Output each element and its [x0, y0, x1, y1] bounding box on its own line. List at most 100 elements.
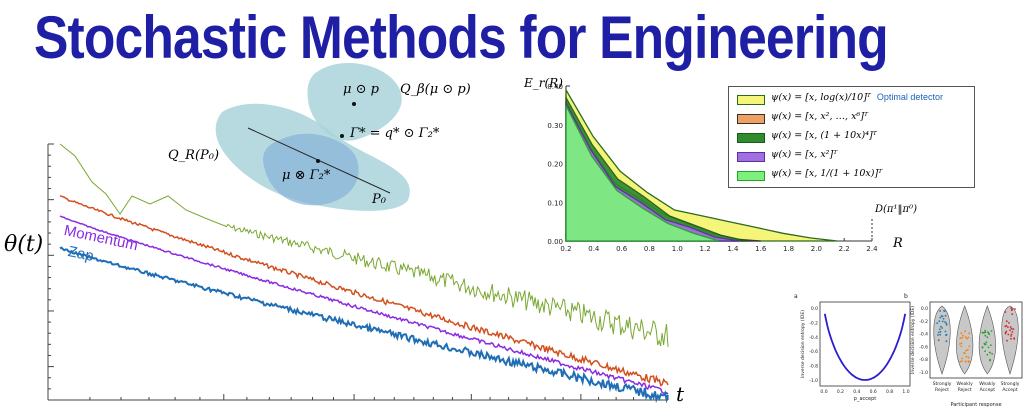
- violin-point: [959, 337, 962, 340]
- violin-point: [965, 360, 967, 363]
- x-tick-label: 0.8: [644, 245, 655, 253]
- violin-point: [1005, 320, 1008, 323]
- legend-swatch: [737, 133, 765, 143]
- x-tick-label: 2.0: [811, 245, 822, 253]
- category-label: Strongly: [933, 381, 952, 387]
- violin-point: [938, 328, 941, 331]
- violin-point: [1009, 326, 1012, 328]
- panel-a-plot: a0.0-0.2-0.4-0.6-0.8-1.00.0 0.2 0.4 0.6 0.8 1…: [794, 293, 911, 402]
- convergence-ylabel: θ(t): [4, 232, 44, 257]
- violin-point: [967, 356, 970, 359]
- violin-point: [962, 334, 964, 337]
- violin-point: [959, 343, 961, 345]
- error-legend: ψ(x) = [x, log(x)/10]ᵀ Optimal detector ψ…: [728, 86, 975, 188]
- violin-point: [961, 357, 963, 360]
- inner-region: [263, 133, 359, 206]
- violin-point: [990, 330, 993, 332]
- violin-shape: [1001, 305, 1019, 375]
- violin-point: [991, 353, 993, 355]
- violin-point: [936, 322, 939, 324]
- violin-point: [960, 332, 963, 334]
- violin-point: [959, 360, 962, 363]
- x-tick-label: 2.4: [866, 245, 878, 253]
- error-curve-area: [565, 105, 720, 242]
- category-label: Accept: [1002, 387, 1018, 393]
- violin-point: [981, 331, 984, 334]
- gamma-eq-label: Γ* = q* ⊙ Γ₂*: [350, 126, 440, 141]
- x-tick-label: 0.0: [820, 389, 827, 395]
- category-label: Strongly: [1001, 381, 1020, 387]
- violin-point: [939, 310, 941, 312]
- momentum-series-line: [59, 215, 669, 395]
- y-tick-label: -0.4: [919, 332, 928, 338]
- violin-point: [960, 345, 963, 348]
- y-tick-label: -1.0: [809, 378, 818, 384]
- violin-point: [939, 316, 942, 319]
- zap-series-line: [59, 246, 669, 404]
- y-tick-label: -0.8: [809, 364, 818, 370]
- error-exponent-plot: 0.40 0.30 0.20 0.10 0.000.2 0.4 0.6 0.8 1.0 1.2 1.…: [547, 83, 878, 253]
- category-label: Accept: [980, 387, 996, 393]
- violin-point: [941, 327, 943, 329]
- y-tick-label: -0.8: [919, 357, 928, 363]
- x-tick-label: 0.4: [853, 389, 860, 395]
- violin-point: [1004, 331, 1007, 334]
- legend-label: ψ(x) = [x, (1 + 10x)⁴]ᵀ: [771, 130, 877, 141]
- violin-point: [964, 330, 966, 333]
- violin-point: [1013, 337, 1015, 340]
- violin-point: [984, 343, 987, 346]
- x-tick-label: 0.6: [616, 245, 628, 253]
- y-tick-label: -0.4: [809, 335, 818, 341]
- violin-point: [1008, 322, 1010, 324]
- violin-point: [1010, 327, 1013, 330]
- violin-point: [1004, 311, 1007, 313]
- y-tick-label: 0.0: [921, 306, 928, 312]
- y-tick-label: 0.20: [547, 161, 563, 169]
- y-tick-label: -0.6: [919, 344, 928, 350]
- legend-swatch: [737, 114, 765, 124]
- violin-point: [943, 310, 946, 312]
- legend-note: Optimal detector: [876, 92, 943, 102]
- q-beta-label: Q_β(μ ⊙ p): [400, 82, 471, 97]
- x-tick-label: 1.8: [783, 245, 794, 253]
- x-tick-label: 1.0: [902, 389, 909, 395]
- panel-a-frame: [819, 301, 911, 387]
- violin-point: [941, 320, 944, 323]
- violin-point: [1011, 313, 1014, 316]
- violin-point: [1011, 331, 1014, 333]
- projection-diagram: [215, 62, 410, 211]
- violin-point: [986, 336, 989, 339]
- violin-point: [989, 358, 991, 361]
- gamma-star-point: [340, 134, 344, 138]
- error-xlabel: R: [893, 236, 903, 251]
- mu-gamma-point: [316, 159, 320, 163]
- violin-point: [937, 331, 940, 334]
- violin-point: [981, 346, 984, 349]
- violin-point: [937, 339, 940, 342]
- x-tick-label: 0.6: [870, 389, 877, 395]
- x-tick-label: 1.0: [672, 245, 683, 253]
- violin-point: [938, 320, 941, 322]
- violin-point: [1010, 337, 1012, 340]
- violin-point: [984, 329, 986, 332]
- violin-point: [941, 315, 944, 318]
- panel-b-tag: b: [904, 293, 908, 300]
- category-label: Weakly: [979, 381, 996, 387]
- q-r-label: Q_R(P₀): [168, 148, 220, 163]
- legend-swatch: [737, 95, 765, 105]
- violin-point: [945, 323, 948, 326]
- category-label: Reject: [958, 387, 972, 393]
- legend-label: ψ(x) = [x, x², …, x⁶]ᵀ: [771, 111, 868, 122]
- violin-point: [987, 346, 990, 349]
- mu-p-point: [352, 102, 356, 106]
- violin-point: [964, 336, 967, 339]
- q-beta-region: [307, 62, 402, 141]
- violin-point: [1010, 307, 1012, 309]
- x-tick-label: 0.4: [588, 245, 600, 253]
- violin-point: [986, 353, 989, 356]
- violin-point: [985, 341, 988, 343]
- violin-point: [944, 314, 947, 317]
- legend-swatch: [737, 171, 765, 181]
- violin-point: [984, 350, 986, 352]
- violin-shape: [978, 305, 996, 375]
